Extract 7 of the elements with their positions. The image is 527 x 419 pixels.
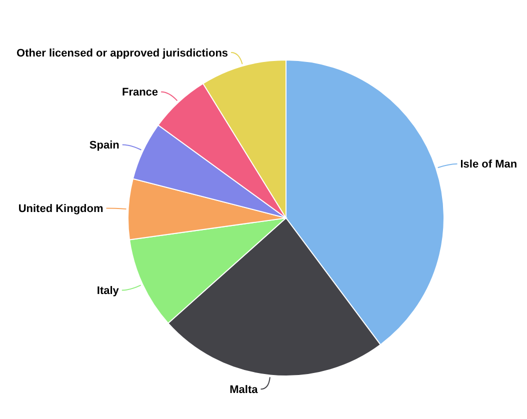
slice-label: Malta — [230, 384, 259, 396]
slice-label: Other licensed or approved jurisdictions — [16, 47, 228, 60]
slice-label: United Kingdom — [18, 203, 104, 216]
slice-label: Italy — [96, 285, 120, 298]
slice-label: France — [122, 86, 158, 99]
slice-label: Spain — [89, 140, 120, 152]
slice-label: Isle of Man — [460, 158, 518, 171]
